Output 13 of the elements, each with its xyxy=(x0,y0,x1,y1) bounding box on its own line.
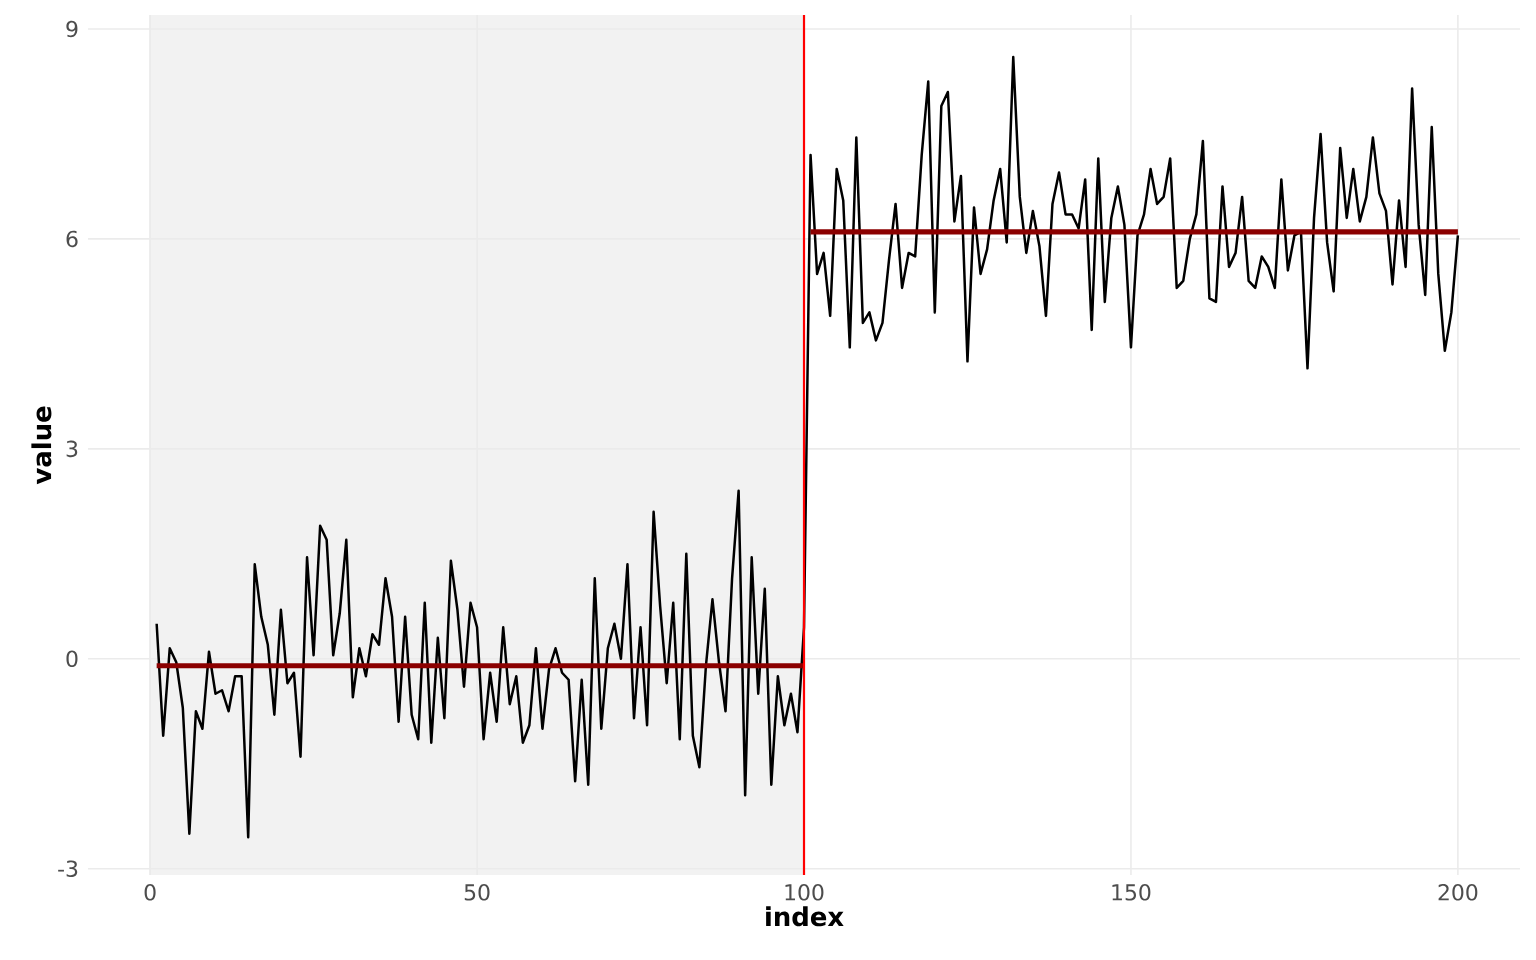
x-tick-label: 200 xyxy=(1438,884,1478,901)
y-tick-label: 6 xyxy=(66,230,78,248)
x-tick-label: 50 xyxy=(464,884,490,901)
y-axis-title: value xyxy=(31,406,52,485)
x-tick-label: 100 xyxy=(785,884,824,901)
line-series xyxy=(155,55,1460,839)
y-tick-label: 9 xyxy=(66,20,78,38)
y-tick-label: 0 xyxy=(66,650,78,668)
x-axis-title: index xyxy=(766,906,844,927)
y-tick-label: 3 xyxy=(66,440,78,458)
x-tick-label: 0 xyxy=(144,884,156,901)
x-tick-label: 150 xyxy=(1112,884,1151,901)
y-tick-label: -3 xyxy=(58,860,78,877)
